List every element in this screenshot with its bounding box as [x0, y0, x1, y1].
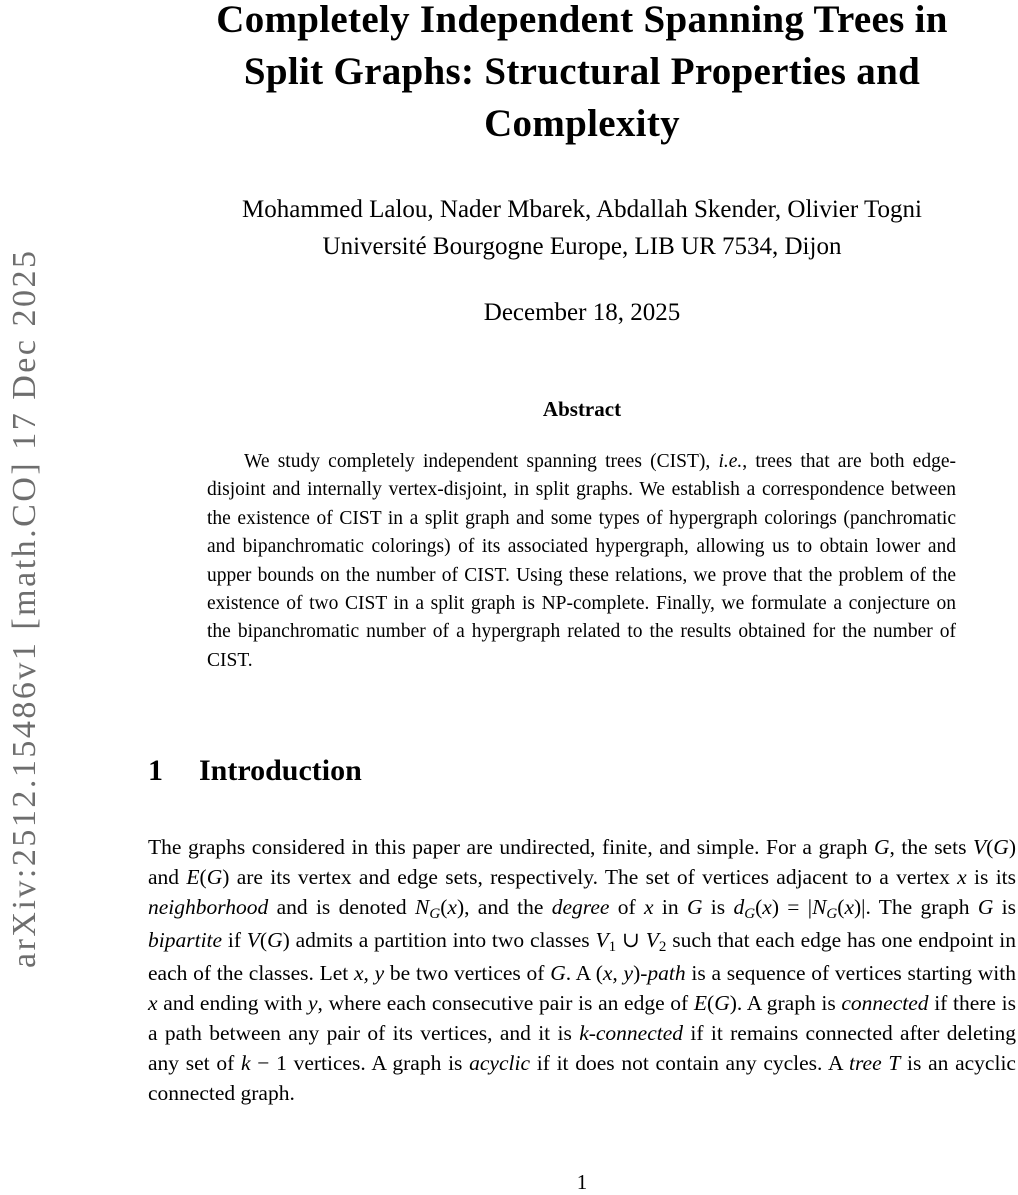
text-run: x [957, 865, 967, 889]
text-run: )- [633, 961, 648, 985]
text-run: The graphs considered in this paper are … [148, 835, 874, 859]
text-run: V [645, 928, 659, 952]
text-run: ( [199, 865, 207, 889]
text-run: G [550, 961, 566, 985]
paper-title-line: Completely Independent Spanning Trees in [216, 0, 948, 41]
text-run: is its [966, 865, 1017, 889]
section-heading: 1 Introduction [148, 754, 1016, 788]
text-run: path [647, 961, 686, 985]
text-run: 1 [608, 938, 617, 955]
text-run: x [844, 895, 855, 919]
text-run: ) = | [771, 895, 813, 919]
text-run: degree [551, 895, 610, 919]
text-run: ) are its vertex and edge sets, respecti… [222, 865, 958, 889]
section-title: Introduction [199, 754, 362, 787]
text-run: , where each consecutive pair is an edge… [317, 991, 694, 1015]
text-run: is [702, 895, 734, 919]
text-run: G [873, 835, 890, 859]
text-run: ∪ [616, 928, 646, 952]
text-run: ( [755, 895, 763, 919]
text-run: i.e. [718, 451, 743, 472]
text-run: G [993, 835, 1009, 859]
text-run: E [186, 865, 200, 889]
text-run: ) and [148, 835, 1016, 889]
text-run: V [595, 928, 609, 952]
text-run: ( [986, 835, 994, 859]
text-run: − 1 vertices. A graph is [250, 1051, 470, 1075]
text-run: E [693, 991, 708, 1015]
text-run: tree T [849, 1051, 901, 1075]
paper-title: Completely Independent Spanning Trees in… [148, 0, 1016, 150]
text-run: x, y [353, 961, 385, 985]
date-line: December 18, 2025 [483, 299, 681, 326]
text-run: x [447, 895, 457, 919]
text-run: if it does not contain any cycles. A [530, 1051, 849, 1075]
text-run: ( [837, 895, 845, 919]
text-run: , trees that are both edge-disjoint and … [207, 451, 956, 671]
text-run: such that each edge has one endpoint in … [148, 928, 1017, 985]
text-run: ). A graph is [729, 991, 842, 1015]
section-number: 1 [148, 754, 163, 787]
text-run: k-connected [579, 1021, 684, 1045]
text-run: x [644, 895, 654, 919]
text-run: G [714, 991, 730, 1015]
paper-title-line: Split Graphs: Structural Properties and [243, 50, 921, 93]
text-run: if there is a path between any pair of i… [148, 991, 1016, 1045]
text-run: G [977, 895, 994, 919]
text-run: G [206, 865, 223, 889]
text-run: d [733, 895, 745, 919]
text-run: is [993, 895, 1017, 919]
text-run: and ending with [157, 991, 308, 1015]
text-run: N [415, 895, 430, 919]
abstract-body: We study completely independent spanning… [207, 448, 956, 675]
text-run: ), and the [456, 895, 552, 919]
paper-title-line: Complexity [484, 102, 680, 145]
intro-paragraph: The graphs considered in this paper are … [148, 832, 1016, 1108]
text-run: x [148, 991, 158, 1015]
text-run: if it remains connected after deleting a… [148, 1021, 1017, 1075]
text-run: V [246, 928, 260, 952]
text-run: ) admits a partition into two classes [282, 928, 596, 952]
text-run: We study completely independent spanning… [244, 451, 719, 472]
text-run: neighborhood [148, 895, 269, 919]
text-run: y [308, 991, 318, 1015]
intro-body: The graphs considered in this paper are … [148, 832, 1016, 1108]
text-run: G [744, 905, 756, 922]
text-run: x [762, 895, 772, 919]
text-run: and is denoted [268, 895, 415, 919]
text-run: G [686, 895, 703, 919]
text-run: acyclic [469, 1051, 530, 1075]
arxiv-watermark: arXiv:2512.15486v1 [math.CO] 17 Dec 2025 [6, 248, 43, 968]
text-run: )|. The graph [854, 895, 978, 919]
text-run: , the sets [889, 835, 973, 859]
text-run: 2 [658, 938, 667, 955]
text-run: in [653, 895, 687, 919]
affiliation-line: Université Bourgogne Europe, LIB UR 7534… [322, 233, 842, 260]
text-run: ( [707, 991, 715, 1015]
text-run: G [429, 905, 441, 922]
text-run: connected [841, 991, 929, 1015]
text-run: G [267, 928, 283, 952]
text-run: bipartite [148, 928, 223, 952]
text-run: is a sequence of vertices starting with [685, 961, 1016, 985]
author-block: Mohammed Lalou, Nader Mbarek, Abdallah S… [148, 191, 1016, 265]
text-run: ( [259, 928, 268, 952]
text-run: of [609, 895, 645, 919]
text-run: k [241, 1051, 251, 1075]
page-number: 1 [576, 1170, 588, 1194]
text-run: x, y [602, 961, 634, 985]
text-run: N [812, 895, 827, 919]
text-run: is an acyclic connected graph. [148, 1051, 1016, 1105]
text-run: ( [440, 895, 448, 919]
text-run: be two vertices of [384, 961, 551, 985]
authors-line: Mohammed Lalou, Nader Mbarek, Abdallah S… [242, 196, 922, 223]
text-run: G [826, 905, 838, 922]
text-run: V [972, 835, 987, 859]
text-run: . A ( [565, 961, 603, 985]
text-run: if [222, 928, 247, 952]
abstract-paragraph: We study completely independent spanning… [207, 448, 956, 675]
abstract-heading: Abstract [542, 397, 622, 421]
